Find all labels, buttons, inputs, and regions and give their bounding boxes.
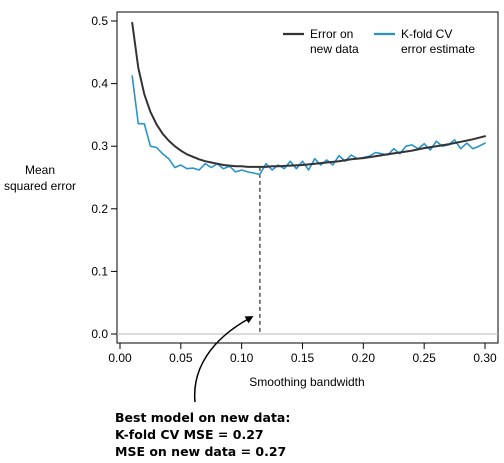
legend-label-error-line-1: Error on <box>310 27 353 41</box>
x-tick-label: 0.25 <box>412 351 436 365</box>
x-tick-label: 0.05 <box>169 351 193 365</box>
y-tick-label: 0.5 <box>91 14 108 28</box>
x-tick-label: 0.00 <box>108 351 132 365</box>
x-tick-label: 0.30 <box>473 351 497 365</box>
x-tick-label: 0.15 <box>291 351 315 365</box>
y-axis-label-line-1: Mean <box>25 163 55 177</box>
legend-label-error-line-2: new data <box>310 42 359 56</box>
y-tick-label: 0.2 <box>91 202 108 216</box>
legend: Error on new data K-fold CV error estima… <box>283 27 475 56</box>
annotation-line-3: MSE on new data = 0.27 <box>115 444 286 459</box>
y-axis-label-line-2: squared error <box>4 179 76 193</box>
x-tick-label: 0.20 <box>352 351 376 365</box>
legend-label-cv-line-1: K-fold CV <box>401 27 452 41</box>
series-line-kfold-cv-estimate <box>131 75 486 176</box>
x-tick-label: 0.10 <box>230 351 254 365</box>
x-axis-label: Smoothing bandwidth <box>249 375 364 389</box>
y-tick-label: 0.1 <box>91 264 108 278</box>
series-layer <box>131 21 486 176</box>
series-line-error-on-new-data <box>131 21 486 168</box>
y-axis: 0.0 0.1 0.2 0.3 0.4 0.5 <box>91 14 117 341</box>
annotation-arrow <box>193 316 254 403</box>
annotation-line-1: Best model on new data: <box>115 410 290 425</box>
y-tick-label: 0.4 <box>91 77 108 91</box>
annotation-line-2: K-fold CV MSE = 0.27 <box>115 427 264 442</box>
legend-label-cv-line-2: error estimate <box>401 42 475 56</box>
plot-area-frame <box>116 11 499 344</box>
y-tick-label: 0.0 <box>91 327 108 341</box>
x-axis: 0.00 0.05 0.10 0.15 0.20 0.25 0.30 <box>108 343 497 365</box>
y-tick-label: 0.3 <box>91 139 108 153</box>
